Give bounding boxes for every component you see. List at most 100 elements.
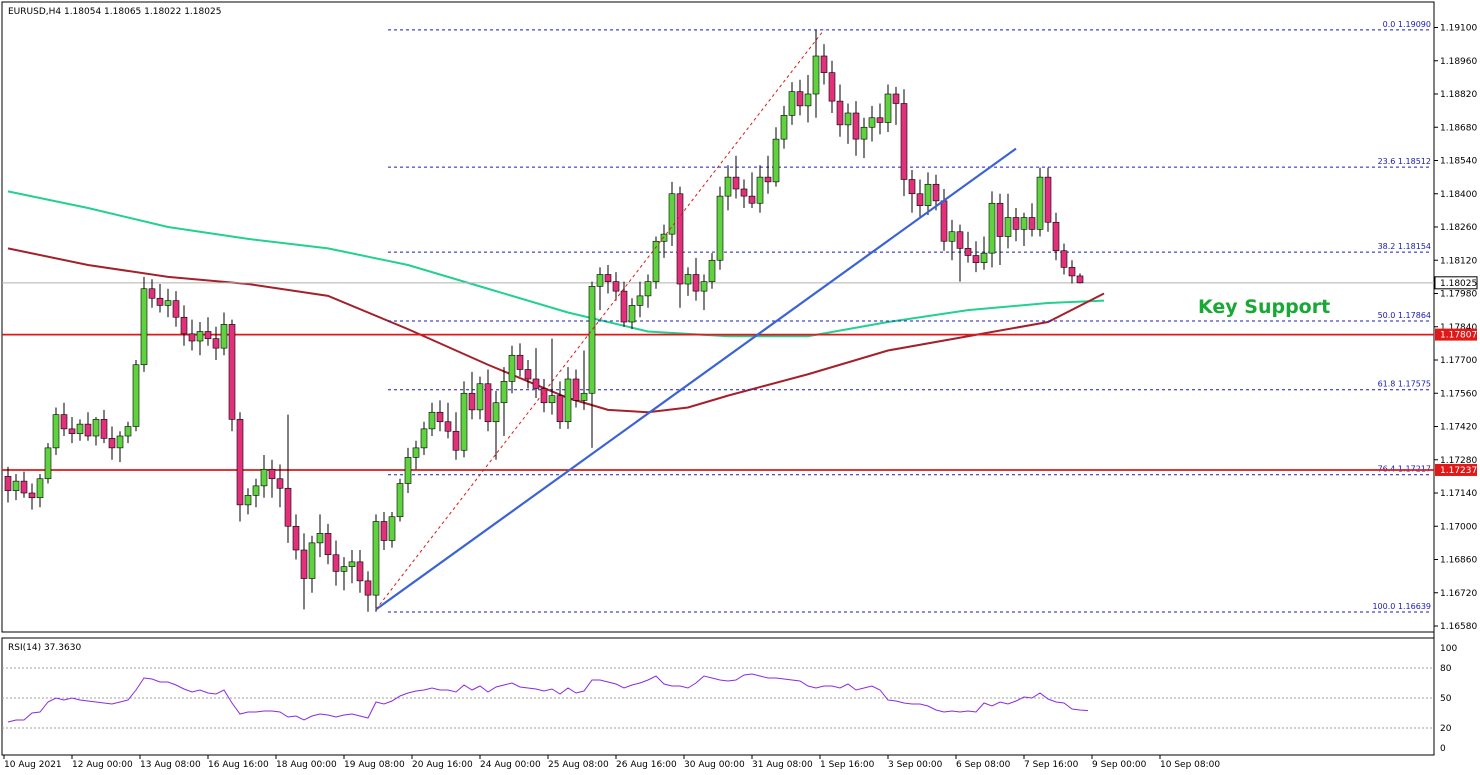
main-plot-frame [1, 1, 1435, 633]
candle-bull-body [628, 305, 636, 323]
price-tick-label: 1.17280 [1440, 456, 1477, 466]
candle-bear-body [236, 419, 244, 506]
candle [708, 253, 716, 289]
time-tick-label: 6 Sep 08:00 [956, 760, 1011, 770]
candle [100, 409, 108, 444]
fib-level-label: 38.2 1.18154 [1378, 242, 1431, 251]
candle [244, 488, 252, 515]
candle [636, 281, 644, 318]
candle [204, 317, 212, 346]
candle-bull-body [772, 138, 780, 183]
candle-bull-body [844, 112, 852, 126]
candle [764, 155, 772, 194]
candle [444, 402, 452, 439]
rsi-level-label: 100 [1440, 644, 1457, 654]
candle [876, 103, 884, 135]
candle-bull-body [196, 331, 204, 342]
candle-bull-body [340, 566, 348, 572]
price-tick-label: 1.18820 [1440, 90, 1477, 100]
price-tick-label: 1.18960 [1440, 57, 1477, 67]
candle-bear-body [1068, 267, 1076, 277]
price-tick-label: 1.17420 [1440, 423, 1477, 433]
candle-bear-body [620, 290, 628, 323]
candle-bull-body [508, 354, 516, 382]
candle-bull-body [44, 447, 52, 480]
candle-bear-body [908, 179, 916, 195]
candle-bear-body [916, 193, 924, 206]
candle [276, 464, 284, 508]
candle [36, 474, 44, 508]
fib-level-label: 100.0 1.16639 [1372, 602, 1431, 611]
candle-bear-body [1060, 250, 1068, 268]
moving-average-line-green [7, 190, 1105, 338]
candle-bull-body [716, 195, 724, 261]
current-price-box [1434, 276, 1478, 290]
rsi-level-label: 80 [1440, 664, 1452, 674]
candle [1052, 212, 1060, 261]
candle-bear-body [276, 478, 284, 489]
time-tick-label: 10 Aug 2021 [4, 760, 62, 770]
candle [748, 172, 756, 208]
candle [1020, 212, 1028, 246]
candle-bull-body [988, 202, 996, 254]
candle-bull-body [140, 288, 148, 366]
candle-bear-body [1044, 176, 1052, 223]
candle [868, 105, 876, 142]
candle [420, 421, 428, 455]
candle [228, 319, 236, 432]
candle [388, 512, 396, 548]
candle [20, 471, 28, 498]
candle-bear-body [364, 580, 372, 596]
candle [676, 186, 684, 308]
price-tick-label: 1.18120 [1440, 256, 1477, 266]
candle [692, 257, 700, 301]
candle [116, 431, 124, 463]
candle-bull-body [708, 259, 716, 282]
candle [548, 338, 556, 415]
candle-bear-body [996, 202, 1004, 237]
candle-bear-body [604, 274, 612, 282]
candle [932, 174, 940, 211]
candle-bear-body [148, 288, 156, 299]
candle-bear-body [332, 554, 340, 572]
candle [972, 241, 980, 273]
candle-bear-body [228, 324, 236, 420]
candle-bear-body [556, 395, 564, 423]
time-tick-label: 12 Aug 00:00 [72, 760, 133, 770]
support-level-label: 1.17807 [1440, 331, 1477, 341]
candle-bear-body [964, 248, 972, 256]
candle-bear-body [612, 281, 620, 292]
candle-bull-body [644, 281, 652, 297]
candle [212, 326, 220, 360]
candle-bull-body [244, 495, 252, 506]
fib-level-label: 0.0 1.19090 [1383, 20, 1431, 29]
candle [516, 343, 524, 377]
candle [756, 165, 764, 213]
candle [644, 274, 652, 308]
time-tick-label: 24 Aug 00:00 [480, 760, 541, 770]
time-tick-label: 30 Aug 00:00 [684, 760, 745, 770]
candle [564, 367, 572, 429]
candle-bear-body [972, 255, 980, 263]
rsi-level-label: 50 [1440, 694, 1452, 704]
candle [1044, 167, 1052, 232]
key-support-annotation: Key Support [1198, 296, 1330, 318]
candle [628, 298, 636, 330]
candle-bull-body [420, 428, 428, 449]
time-tick-label: 26 Aug 16:00 [616, 760, 677, 770]
candle [340, 557, 348, 591]
candle [428, 402, 436, 436]
candle-bull-body [588, 286, 596, 394]
candle [804, 75, 812, 123]
price-tick-label: 1.16860 [1440, 556, 1477, 566]
candle [292, 514, 300, 560]
support-level-box [1435, 328, 1477, 341]
candle [556, 381, 564, 429]
fib-level-label: 61.8 1.17575 [1378, 380, 1431, 389]
candle-bear-body [300, 549, 308, 579]
candle-bear-body [444, 421, 452, 432]
candle [300, 533, 308, 610]
candle [836, 84, 844, 137]
candle-bear-body [940, 200, 948, 242]
candle-bear-body [876, 117, 884, 123]
